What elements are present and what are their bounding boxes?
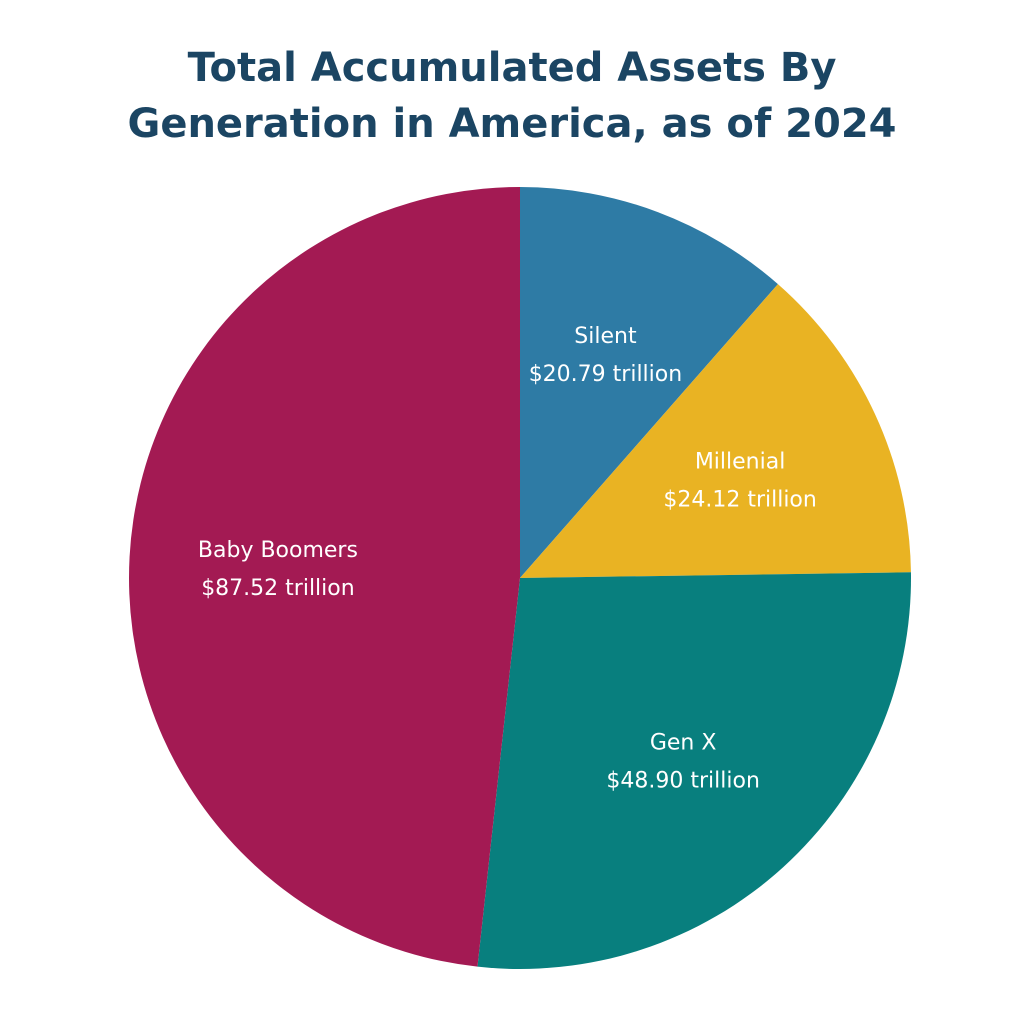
slice-label-millenial: Millenial: [695, 449, 786, 474]
pie-slice-silent: [520, 187, 778, 578]
chart-title: Total Accumulated Assets By Generation i…: [0, 40, 1024, 152]
chart-title-line-2: Generation in America, as of 2024: [127, 101, 897, 147]
slice-value-label-silent: $20.79 trillion: [529, 362, 683, 387]
slice-value-label-baby-boomers: $87.52 trillion: [201, 576, 355, 601]
pie-slice-gen-x: [477, 572, 911, 970]
chart-title-line-1: Total Accumulated Assets By: [187, 45, 837, 91]
pie-slice-baby-boomers: [128, 186, 520, 967]
slice-value-label-millenial: $24.12 trillion: [663, 487, 817, 512]
slice-value-label-gen-x: $48.90 trillion: [606, 768, 760, 793]
slice-label-silent: Silent: [574, 324, 637, 349]
slice-label-baby-boomers: Baby Boomers: [198, 538, 358, 563]
pie-slice-millenial: [520, 284, 911, 578]
slice-label-gen-x: Gen X: [650, 730, 717, 755]
